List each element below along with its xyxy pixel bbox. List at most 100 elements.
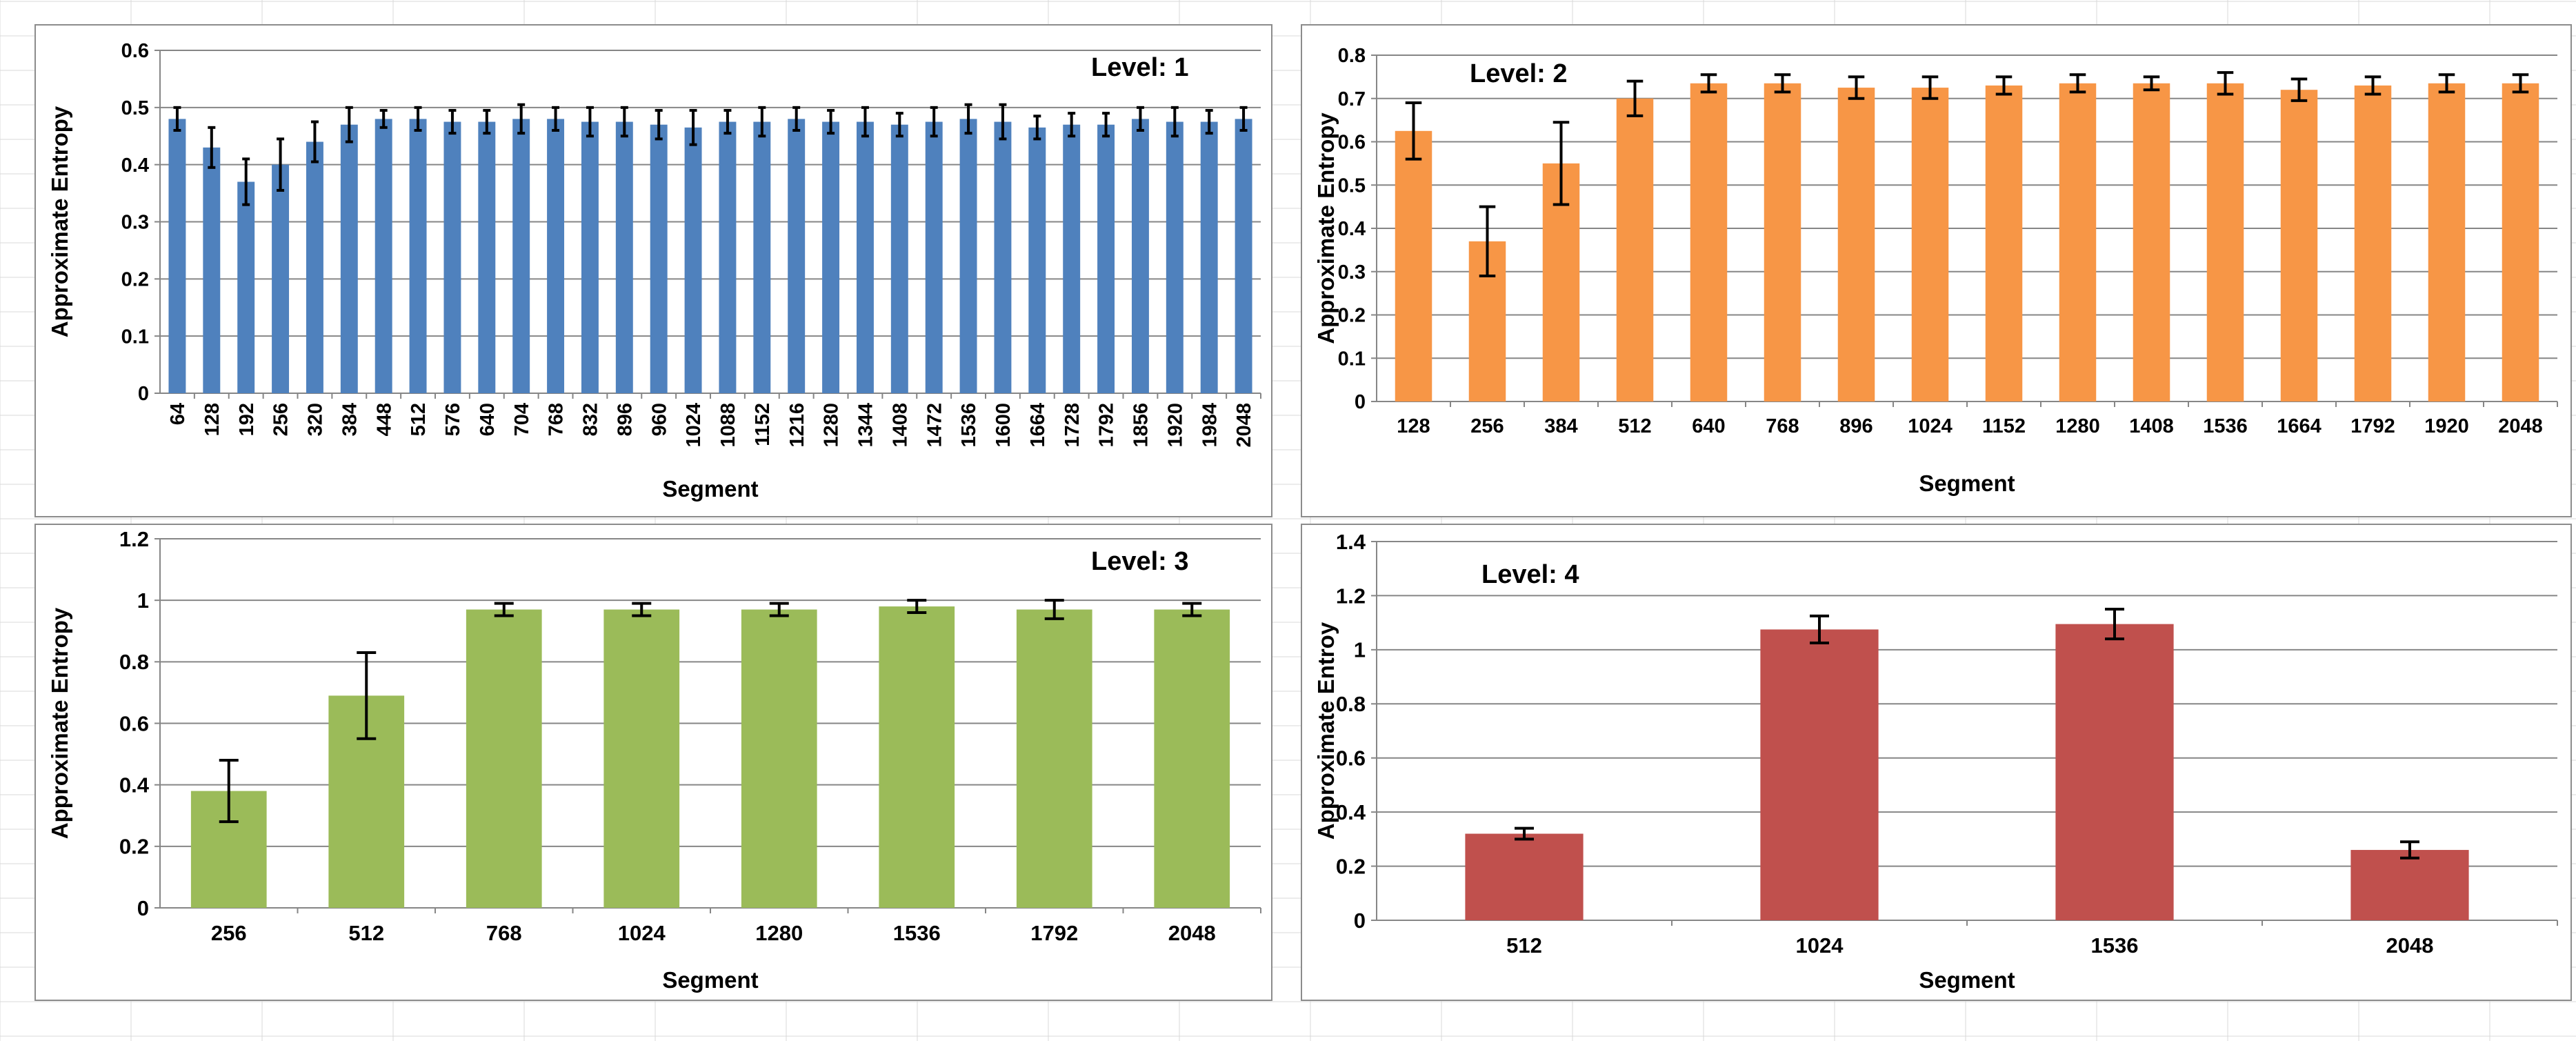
x-axis-title: Segment [1919,967,2015,993]
x-tick-label: 1792 [2350,415,2395,437]
x-tick-label: 704 [511,403,533,436]
y-tick-label: 0.7 [1338,88,1366,110]
level-label: Level: 1 [1091,53,1189,82]
x-tick-label: 1536 [958,403,980,448]
y-tick-label: 0.4 [119,773,150,797]
x-tick-label: 1152 [1982,415,2026,437]
x-tick-label: 448 [373,403,395,436]
x-tick-label: 1920 [1164,403,1186,448]
bar [2428,83,2466,401]
bar [2133,83,2170,401]
x-tick-label: 1024 [618,921,666,945]
chart-panel-level-1: 0 0.1 0.2 0.3 0.4 0.5 0.6 64 128 192 256 320 384 448 5… [34,24,1272,517]
bar [788,119,806,393]
bar [512,119,530,393]
x-tick-label: 256 [211,921,247,945]
x-tick-label: 2048 [2498,415,2543,437]
y-tick-label: 0 [138,383,149,405]
y-axis-title: Approximate Entroy [1313,622,1339,840]
x-axis-title: Segment [1919,470,2015,496]
y-axis-title: Approximate Entropy [1313,112,1339,344]
bar [237,181,255,393]
x-tick-label: 512 [348,921,384,945]
x-tick-label: 256 [270,403,292,436]
bar [1131,119,1149,393]
bar [2350,850,2469,920]
x-tick-label: 1152 [752,403,774,446]
y-tick-label: 0.3 [121,212,149,234]
x-tick-label: 1216 [786,403,808,448]
bar [650,124,668,393]
x-tick-label: 960 [648,403,670,436]
x-tick-label: 640 [1692,415,1725,437]
y-tick-label: 0.5 [1338,175,1366,197]
bar [1235,119,1252,393]
bar [203,147,221,394]
x-tick-label: 1792 [1096,403,1118,448]
y-tick-label: 0.5 [121,97,149,119]
bar [2280,90,2318,401]
x-tick-label: 1728 [1061,403,1084,448]
y-tick-label: 0.8 [119,650,149,674]
x-tick-label: 1344 [855,403,877,448]
x-tick-label: 768 [1766,415,1799,437]
x-tick-label: 1088 [717,403,739,448]
x-tick-label: 2048 [1168,921,1216,945]
chart-level-3: 0 0.2 0.4 0.6 0.8 1 1.2 256 512 768 1024 1280 1536 17… [47,527,1261,993]
bar [856,121,874,393]
bar [2206,83,2244,401]
x-tick-label: 1024 [1796,933,1844,958]
y-tick-label: 0.2 [1336,854,1366,878]
x-tick-label: 512 [408,403,430,436]
bar [168,119,186,393]
bar [409,119,427,393]
x-tick-label: 128 [1397,415,1430,437]
level-label: Level: 3 [1091,547,1189,576]
bar [753,121,771,393]
x-tick-label: 1280 [2055,415,2100,437]
bar [1166,121,1184,393]
x-axis-title: Segment [662,967,758,993]
bar [1465,833,1584,920]
x-tick-label: 1792 [1030,921,1078,945]
bar [822,121,840,393]
bar [879,606,955,908]
y-tick-label: 0.6 [121,40,149,62]
bar [2059,83,2097,401]
x-tick-label: 320 [305,403,327,436]
bar [741,609,817,908]
x-tick-label: 896 [1839,415,1873,437]
bar [466,609,542,908]
y-tick-label: 0.8 [1338,45,1366,67]
x-tick-label: 1920 [2424,415,2469,437]
y-axis-title: Approximate Entropy [47,607,72,839]
y-tick-label: 0.2 [1338,305,1366,327]
bar [994,121,1012,393]
bar [1063,124,1081,393]
chart-panel-level-2: 0 0.1 0.2 0.3 0.4 0.5 0.6 0.7 0.8 128 256 384 512 640… [1301,24,2572,517]
y-tick-label: 0 [137,896,149,920]
x-tick-label: 256 [1470,415,1504,437]
y-tick-label: 0.8 [1336,692,1366,716]
x-tick-label: 1024 [683,403,705,448]
chart-level-4: 0 0.2 0.4 0.6 0.8 1 1.2 1.4 512 1024 1536 2048 Segme… [1313,530,2558,993]
x-tick-label: 64 [167,403,189,425]
level-label: Level: 2 [1470,59,1568,88]
y-tick-label: 0.2 [119,835,149,859]
bar [603,609,680,908]
x-tick-label: 1408 [889,403,911,448]
bar [581,121,599,393]
y-tick-label: 0.1 [121,326,149,348]
bar [2055,624,2174,920]
bar [272,164,290,393]
y-tick-label: 0.1 [1338,348,1366,370]
level-label: Level: 4 [1481,560,1579,589]
x-tick-label: 512 [1506,933,1542,958]
x-axis-title: Segment [662,476,758,502]
bar [1200,121,1218,393]
x-tick-label: 1536 [2203,415,2248,437]
x-tick-label: 1280 [821,403,843,448]
chart-panel-level-3: 0 0.2 0.4 0.6 0.8 1 1.2 256 512 768 1024 1280 1536 17… [34,524,1272,1001]
bar [1097,124,1115,393]
y-tick-label: 1.2 [1336,584,1366,608]
